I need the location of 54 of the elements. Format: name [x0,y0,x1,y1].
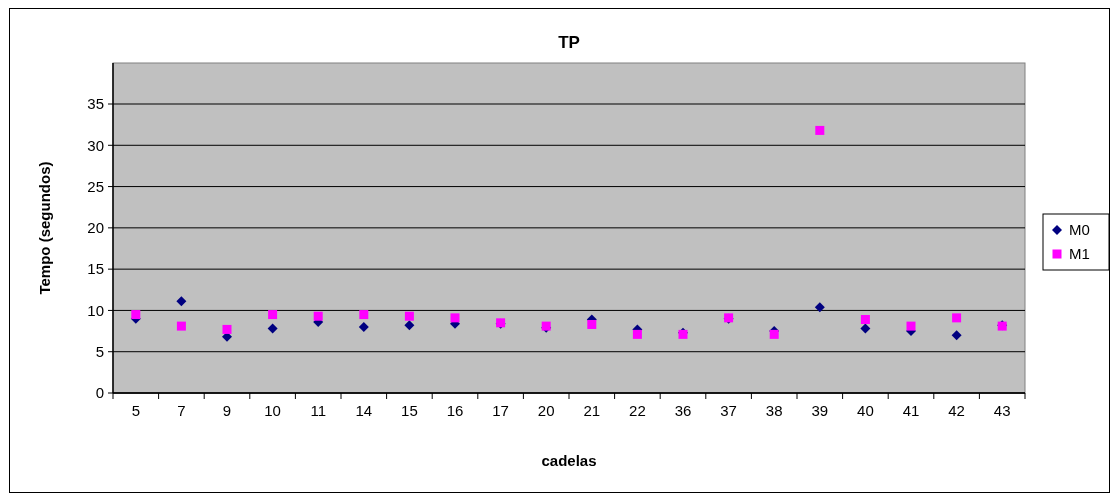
x-tick-label: 11 [310,402,326,419]
x-tick-label: 40 [857,402,874,419]
point [404,311,414,321]
x-tick-label: 17 [492,402,509,419]
y-tick-label: 5 [95,342,104,360]
point [358,321,369,332]
x-tick-label: 10 [264,402,281,419]
point [176,321,186,331]
y-tick-label: 35 [87,95,104,113]
x-tick-label: 21 [583,402,601,419]
point [131,310,141,320]
point [404,320,415,331]
x-tick-label: 7 [177,402,186,419]
x-tick-label: 43 [993,402,1011,419]
point [906,321,916,331]
legend-label: M0 [1069,221,1090,239]
x-tick-label: 15 [401,402,418,419]
x-tick-label: 5 [131,402,140,419]
point [952,313,962,323]
x-tick-label: 42 [948,402,965,419]
point [359,310,369,320]
point [815,125,825,135]
legend-label: M1 [1069,245,1090,263]
y-tick-label: 15 [87,260,104,278]
x-tick-label: 36 [674,402,692,419]
point [587,319,597,329]
x-tick-label: 39 [811,402,829,419]
y-tick-label: 10 [87,301,104,319]
point [176,296,187,307]
x-tick-label: 41 [902,402,920,419]
y-axis-title: Tempo (segundos) [36,161,53,295]
x-tick-label: 22 [629,402,646,419]
x-tick-label: 38 [765,402,783,419]
point [450,313,460,323]
point [222,324,232,334]
x-tick-label: 20 [537,402,555,419]
point [267,323,278,334]
y-tick-label: 0 [95,384,104,402]
x-axis-title: cadelas [541,452,597,469]
point [268,310,278,320]
chart-title: TP [558,33,580,52]
point [814,302,825,313]
x-tick-label: 16 [446,402,464,419]
point [860,323,871,334]
point [951,330,962,341]
x-tick-label: 9 [222,402,232,419]
point [313,311,323,321]
y-tick-label: 20 [87,219,104,237]
y-tick-label: 25 [87,177,104,195]
x-tick-label: 37 [720,402,737,419]
point [860,315,870,325]
x-tick-label: 14 [355,402,373,419]
y-tick-label: 30 [87,136,104,154]
point [632,329,642,339]
